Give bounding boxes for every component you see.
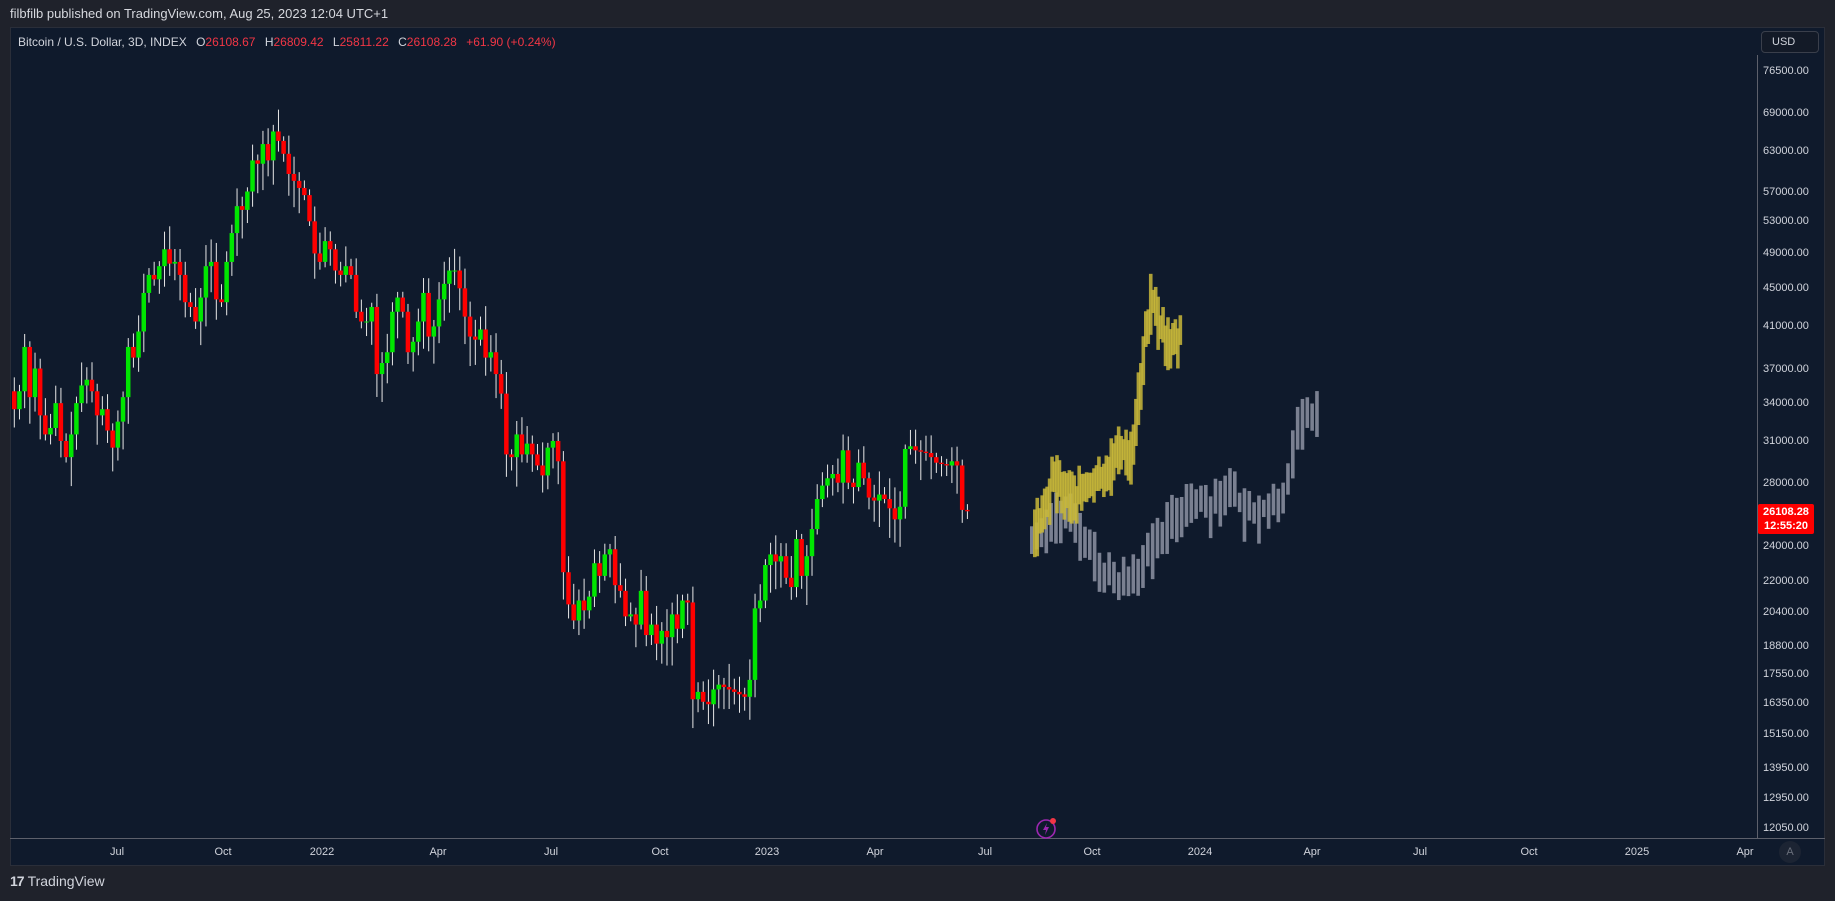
price-tick-label: 20400.00 [1763, 606, 1809, 619]
price-tick-label: 31000.00 [1763, 434, 1809, 447]
time-tick-label: Jul [1412, 846, 1428, 858]
time-tick-label: Oct [1520, 846, 1538, 858]
price-tick-label: 12950.00 [1763, 792, 1809, 805]
price-tick-label: 69000.00 [1763, 107, 1809, 120]
price-tick-label: 24000.00 [1763, 539, 1809, 552]
lightning-alert-icon[interactable] [1035, 816, 1059, 840]
price-tick-label: 28000.00 [1763, 476, 1809, 489]
bar-countdown: 12:55:20 [1763, 520, 1809, 532]
price-tick-label: 45000.00 [1763, 282, 1809, 295]
time-tick-label: 2025 [1624, 846, 1650, 858]
price-tick-label: 13950.00 [1763, 762, 1809, 775]
time-tick-label: Apr [1303, 846, 1321, 858]
low-label: L [332, 35, 340, 49]
price-tick-label: 49000.00 [1763, 247, 1809, 260]
high-label: H [264, 35, 274, 49]
tradingview-logo-icon: 17 [10, 873, 25, 889]
price-tick-label: 17550.00 [1763, 668, 1809, 680]
price-tick-label: 63000.00 [1763, 144, 1809, 157]
time-axis-line [10, 838, 1825, 839]
price-tick-label: 18800.00 [1763, 639, 1809, 652]
price-tick-label: 76500.00 [1763, 65, 1809, 77]
price-tick-label: 41000.00 [1763, 320, 1809, 333]
currency-button[interactable]: USD [1761, 31, 1819, 53]
time-tick-label: Oct [651, 846, 669, 858]
close-value: 26108.28 [406, 35, 457, 49]
auto-scale-button[interactable]: A [1779, 841, 1801, 863]
time-tick-label: Jul [977, 846, 993, 858]
price-tick-label: 53000.00 [1763, 215, 1809, 228]
price-tick-label: 15150.00 [1763, 728, 1809, 741]
time-tick-label: Apr [866, 846, 884, 858]
price-tick-label: 37000.00 [1763, 362, 1809, 375]
time-tick-label: 2023 [754, 846, 780, 858]
time-tick-label: Apr [429, 846, 447, 858]
open-label: O [196, 35, 206, 49]
price-axis-line [1757, 55, 1758, 838]
time-tick-label: Jul [543, 846, 559, 858]
publisher-line: filbfilb published on TradingView.com, A… [10, 6, 389, 21]
footer-brand[interactable]: 17 TradingView [10, 873, 105, 889]
footer-brand-name: TradingView [27, 873, 105, 889]
price-tick-label: 22000.00 [1763, 575, 1809, 588]
price-tick-label: 12050.00 [1763, 822, 1809, 834]
symbol-name: Bitcoin / U.S. Dollar, 3D, INDEX [18, 35, 187, 49]
time-tick-label: 2022 [309, 846, 335, 858]
time-tick-label: Oct [1083, 846, 1101, 858]
time-tick-label: Jul [109, 846, 125, 858]
time-tick-label: Apr [1736, 846, 1754, 858]
price-tick-label: 16350.00 [1763, 697, 1809, 709]
time-tick-label: 2024 [1187, 846, 1213, 858]
price-tick-label: 57000.00 [1763, 185, 1809, 198]
open-value: 26108.67 [205, 35, 256, 49]
close-label: C [398, 35, 407, 49]
symbol-legend: Bitcoin / U.S. Dollar, 3D, INDEX O26108.… [18, 35, 556, 49]
high-value: 26809.42 [273, 35, 324, 49]
price-tick-label: 34000.00 [1763, 397, 1809, 410]
time-tick-label: Oct [214, 846, 232, 858]
price-plot[interactable] [11, 28, 1756, 837]
last-price-tag: 26108.28 12:55:20 [1758, 504, 1814, 534]
last-price: 26108.28 [1763, 506, 1809, 518]
low-value: 25811.22 [339, 35, 389, 49]
change-value: +61.90 (+0.24%) [466, 35, 556, 49]
